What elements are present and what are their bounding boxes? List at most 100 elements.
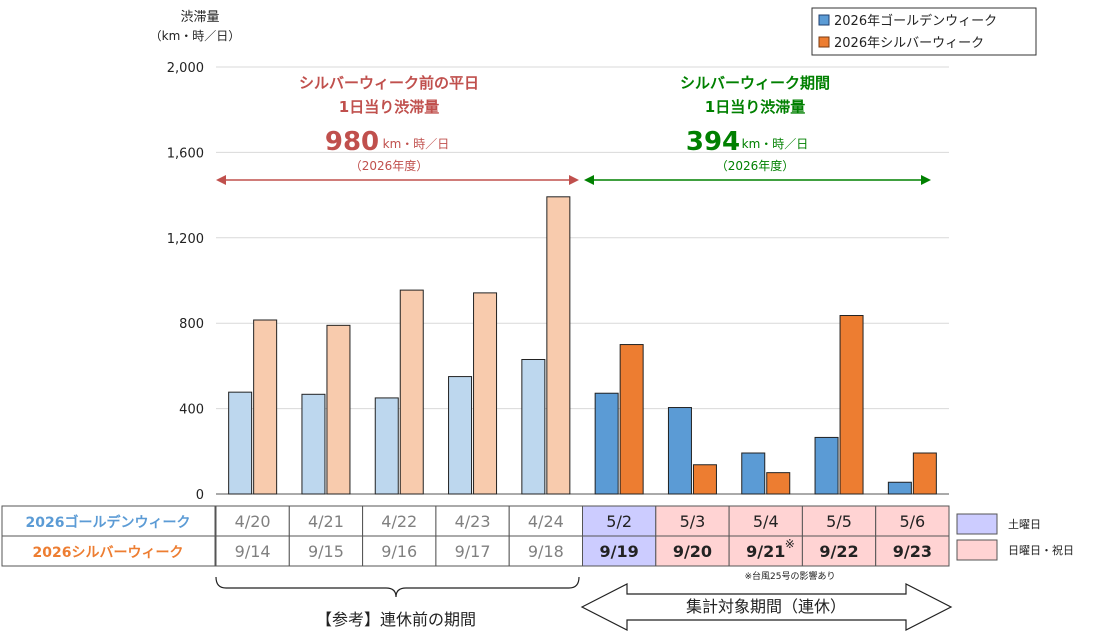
bar-sw xyxy=(253,319,278,495)
table-cell-sw xyxy=(655,535,730,567)
gw-date-label: 5/6 xyxy=(899,512,925,531)
saturday-swatch xyxy=(956,513,998,535)
holiday-swatch xyxy=(956,539,998,561)
saturday-label: 土曜日 xyxy=(1008,518,1041,531)
date-table: 2026ゴールデンウィーク 2026シルバーウィーク 4/20 9/14 4/21 9… xyxy=(1,505,950,567)
row-label-gw: 2026ゴールデンウィーク xyxy=(26,514,191,531)
annotation-right-year: （2026年度） xyxy=(716,158,795,173)
gw-date-label: 4/22 xyxy=(381,512,417,531)
y-axis-title: 渋滞量 xyxy=(180,10,219,25)
target-period-arrow: 集計対象期間（連休） xyxy=(580,583,953,631)
annotation-right: シルバーウィーク期間 1日当り渋滞量 394 km・時／日 （2026年度） xyxy=(584,74,931,185)
bar-sw xyxy=(546,196,571,495)
table-cell-gw xyxy=(728,505,803,537)
bar-gw xyxy=(374,397,399,495)
sw-date-label: 9/18 xyxy=(528,542,564,561)
bar-gw xyxy=(448,376,473,495)
table-cell-sw xyxy=(362,535,437,567)
table-cell-sw xyxy=(288,535,364,567)
sw-date-label: 9/14 xyxy=(235,542,271,561)
sw-date-label: 9/15 xyxy=(308,542,344,561)
annotation-right-line2: 1日当り渋滞量 xyxy=(705,98,805,116)
sw-date-label: 9/17 xyxy=(455,542,491,561)
annotation-left-year: （2026年度） xyxy=(350,158,429,173)
legend-swatch-gw xyxy=(818,14,830,26)
table-cell-sw xyxy=(875,535,950,567)
bar-gw xyxy=(887,481,912,495)
sw-date-label: 9/19 xyxy=(600,542,639,561)
annotation-left-unit: km・時／日 xyxy=(383,137,450,151)
legend: 2026年ゴールデンウィーク 2026年シルバーウィーク xyxy=(811,7,1037,56)
gw-date-label: 5/4 xyxy=(753,512,779,531)
y-tick-label: 1,200 xyxy=(167,232,204,247)
y-tick-label: 400 xyxy=(179,403,204,418)
annotation-left-arrowhead-left xyxy=(216,175,226,185)
target-period-label: 集計対象期間（連休） xyxy=(686,597,846,616)
y-tick-labels: 0 400 800 1,200 1,600 2,000 xyxy=(167,61,204,503)
table-cell-sw xyxy=(508,535,584,567)
day-type-legend: 土曜日 日曜日・祝日 xyxy=(956,513,1074,561)
sw-date-label: 9/21 xyxy=(746,542,785,561)
legend-box xyxy=(811,7,1037,56)
row-label-cell-sw xyxy=(1,535,216,567)
gw-date-label: 4/20 xyxy=(235,512,271,531)
gw-date-label: 4/21 xyxy=(308,512,344,531)
bar-sw xyxy=(473,292,498,495)
reference-period-label: 【参考】連休前の期間 xyxy=(316,610,476,629)
sw-date-label: 9/20 xyxy=(673,542,712,561)
legend-label-gw: 2026年ゴールデンウィーク xyxy=(834,13,997,29)
annotation-right-unit: km・時／日 xyxy=(742,137,809,151)
sw-date-label: 9/16 xyxy=(381,542,417,561)
annotation-left: シルバーウィーク前の平日 1日当り渋滞量 980 km・時／日 （2026年度） xyxy=(216,74,579,185)
bar-sw xyxy=(839,315,864,495)
gw-date-label: 4/23 xyxy=(455,512,491,531)
bars xyxy=(228,196,937,495)
bar-sw xyxy=(326,324,351,495)
bar-gw xyxy=(814,436,839,495)
typhoon-mark: ※ xyxy=(785,537,795,551)
table-cell-gw xyxy=(582,505,657,537)
gw-date-label: 5/5 xyxy=(826,512,852,531)
annotation-left-line2: 1日当り渋滞量 xyxy=(339,98,439,116)
annotation-right-arrowhead-right xyxy=(921,175,931,185)
annotation-right-arrowhead-left xyxy=(584,175,594,185)
y-axis-unit: （km・時／日） xyxy=(150,29,241,43)
holiday-label: 日曜日・祝日 xyxy=(1008,543,1074,557)
gw-date-label: 4/24 xyxy=(528,512,564,531)
sw-date-label: 9/23 xyxy=(893,542,932,561)
table-cell-gw xyxy=(801,505,877,537)
table-cell-gw xyxy=(288,505,364,537)
legend-label-sw: 2026年シルバーウィーク xyxy=(834,36,984,51)
annotation-left-arrowhead-right xyxy=(569,175,579,185)
double-arrow-shape xyxy=(580,583,953,631)
table-cell-sw xyxy=(728,535,803,567)
bar-gw xyxy=(594,392,619,495)
annotation-right-value: 394 xyxy=(686,127,740,157)
reference-period-bracket: 【参考】連休前の期間 xyxy=(215,576,580,629)
bar-sw xyxy=(619,344,644,495)
table-cell-sw xyxy=(582,535,657,567)
bar-sw xyxy=(766,472,791,495)
bar-sw xyxy=(912,452,937,495)
gw-date-label: 5/2 xyxy=(606,512,632,531)
bar-gw xyxy=(301,393,326,495)
table-cell-sw xyxy=(435,535,510,567)
table-cell-gw xyxy=(362,505,437,537)
y-tick-label: 0 xyxy=(196,488,204,503)
bar-gw xyxy=(228,391,253,495)
legend-swatch-sw xyxy=(818,36,830,48)
bar-gw xyxy=(521,358,546,495)
y-tick-label: 1,600 xyxy=(167,146,204,161)
footnote: ※台風25号の影響あり xyxy=(745,570,836,582)
bar-sw xyxy=(399,289,424,495)
gw-date-label: 5/3 xyxy=(680,512,706,531)
bracket-line xyxy=(215,576,580,598)
annotation-right-line1: シルバーウィーク期間 xyxy=(680,74,830,92)
y-tick-label: 800 xyxy=(179,317,204,332)
y-tick-label: 2,000 xyxy=(167,61,204,76)
sw-date-label: 9/22 xyxy=(819,542,858,561)
table-cell-gw xyxy=(655,505,730,537)
bar-gw xyxy=(741,452,766,495)
row-label-sw: 2026シルバーウィーク xyxy=(33,545,184,561)
